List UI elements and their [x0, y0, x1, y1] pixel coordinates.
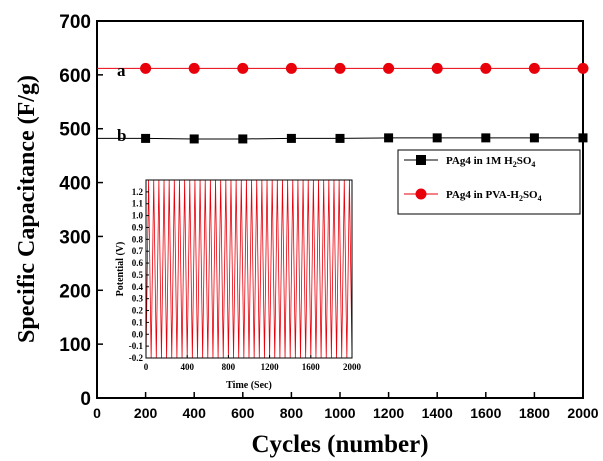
legend-entry-2-prefix: PAg4 in PVA-H — [446, 189, 519, 201]
series-h2so4-point — [384, 133, 394, 143]
series-h2so4-point — [238, 134, 248, 144]
inset-y-tick-label: -0.1 — [129, 341, 144, 351]
series-pva-point — [285, 62, 297, 74]
series-pva-point — [577, 62, 589, 74]
series-h2so4-point — [481, 133, 491, 143]
series-pva-point — [528, 62, 540, 74]
y-tick-label: 200 — [59, 281, 91, 302]
x-tick-label: 0 — [93, 405, 101, 421]
x-tick-label: 600 — [231, 405, 255, 421]
inset-y-tick-label: 1.1 — [132, 199, 144, 209]
inset-y-tick-label: 1.2 — [132, 187, 144, 197]
inset-y-tick-label: 0.6 — [132, 258, 144, 268]
inset-chart: 0 400 800 1200 1600 2000 -0.2 -0.1 0.0 0.10.2 0.3 0… — [115, 179, 362, 391]
y-tick-label: 300 — [59, 227, 91, 248]
x-tick-label: 400 — [183, 405, 207, 421]
inset-y-tick-label: 0.8 — [132, 234, 144, 244]
x-tick-label: 1800 — [519, 405, 550, 421]
legend-marker-1 — [416, 155, 426, 165]
x-tick-label: 1400 — [422, 405, 453, 421]
inset-y-tick-label: 0.0 — [132, 329, 144, 339]
series-h2so4-point — [141, 133, 151, 143]
inset-x-tick-label: 1200 — [261, 362, 280, 372]
legend: PAg4 in 1M H2SO4 PAg4 in PVA-H2SO4 — [397, 149, 581, 215]
inset-y-tick-label: 0.1 — [132, 317, 144, 327]
inset-y-axis-title: Potential (V) — [115, 242, 126, 297]
x-axis-title: Cycles (number) — [251, 431, 428, 458]
series-pva-point — [140, 62, 152, 74]
legend-entry-1-sub1: 2 — [513, 160, 517, 169]
inset-y-tick-label: 0.3 — [132, 294, 144, 304]
inset-x-tick-label: 800 — [222, 362, 236, 372]
inset-y-tick-label: -0.2 — [129, 353, 144, 363]
legend-entry-1-prefix: PAg4 in 1M H — [446, 155, 513, 167]
inset-y-tick-label: 0.4 — [132, 282, 144, 292]
series-h2so4-point — [189, 134, 199, 144]
y-tick-label: 100 — [59, 335, 91, 356]
legend-entry-2-mid: SO — [523, 189, 538, 201]
x-tick-label: 1200 — [373, 405, 404, 421]
inset-ticks: 0 400 800 1200 1600 2000 -0.2 -0.1 0.0 0.10.2 0.3 0… — [129, 187, 362, 372]
series-h2so4-point — [432, 133, 442, 143]
series-pva-point — [431, 62, 443, 74]
series-pva-point — [188, 62, 200, 74]
main-ticks: 0 200 400 600 800 1000 1200 1400 1600 1800 2000010… — [59, 12, 598, 421]
series-h2so4-point — [286, 133, 296, 143]
inset-y-tick-label: 0.5 — [132, 270, 144, 280]
inset-x-tick-label: 0 — [144, 362, 149, 372]
x-tick-label: 800 — [280, 405, 304, 421]
legend-entry-2: PAg4 in PVA-H2SO4 — [446, 189, 542, 203]
y-tick-label: 700 — [59, 12, 91, 33]
x-tick-label: 1600 — [470, 405, 501, 421]
series-pva-point — [480, 62, 492, 74]
legend-entry-1: PAg4 in 1M H2SO4 — [446, 155, 535, 169]
inset-background — [146, 180, 352, 358]
y-tick-label: 0 — [80, 389, 91, 410]
main-series — [97, 62, 589, 144]
y-tick-label: 600 — [59, 66, 91, 87]
legend-entry-1-sub2: 4 — [531, 160, 535, 169]
legend-marker-2 — [415, 188, 427, 200]
series-h2so4-point — [335, 133, 345, 143]
inset-x-tick-label: 2000 — [343, 362, 362, 372]
x-tick-label: 1000 — [324, 405, 355, 421]
legend-entry-1-mid: SO — [517, 155, 532, 167]
series-b-label: b — [117, 126, 126, 145]
inset-y-tick-label: 0.7 — [132, 246, 144, 256]
series-h2so4-point — [578, 133, 588, 143]
inset-x-axis-title: Time (Sec) — [226, 380, 272, 391]
legend-entry-2-sub2: 4 — [538, 194, 542, 203]
inset-y-tick-label: 0.2 — [132, 306, 144, 316]
inset-x-tick-label: 400 — [180, 362, 194, 372]
legend-box — [397, 149, 581, 215]
series-pva-point — [383, 62, 395, 74]
series-pva-point — [334, 62, 346, 74]
series-pva-point — [237, 62, 249, 74]
inset-x-tick-label: 1600 — [302, 362, 321, 372]
inset-y-tick-label: 1.0 — [132, 211, 144, 221]
inset-y-tick-label: 0.9 — [132, 222, 144, 232]
y-tick-label: 500 — [59, 120, 91, 141]
x-tick-label: 2000 — [567, 405, 598, 421]
series-h2so4-point — [529, 133, 539, 143]
legend-entry-2-sub1: 2 — [519, 194, 523, 203]
series-a-label: a — [117, 61, 126, 80]
y-tick-label: 400 — [59, 174, 91, 195]
x-tick-label: 200 — [134, 405, 158, 421]
y-axis-title: Specific Capacitance (F/g) — [14, 75, 40, 343]
inset-frame — [145, 179, 353, 359]
